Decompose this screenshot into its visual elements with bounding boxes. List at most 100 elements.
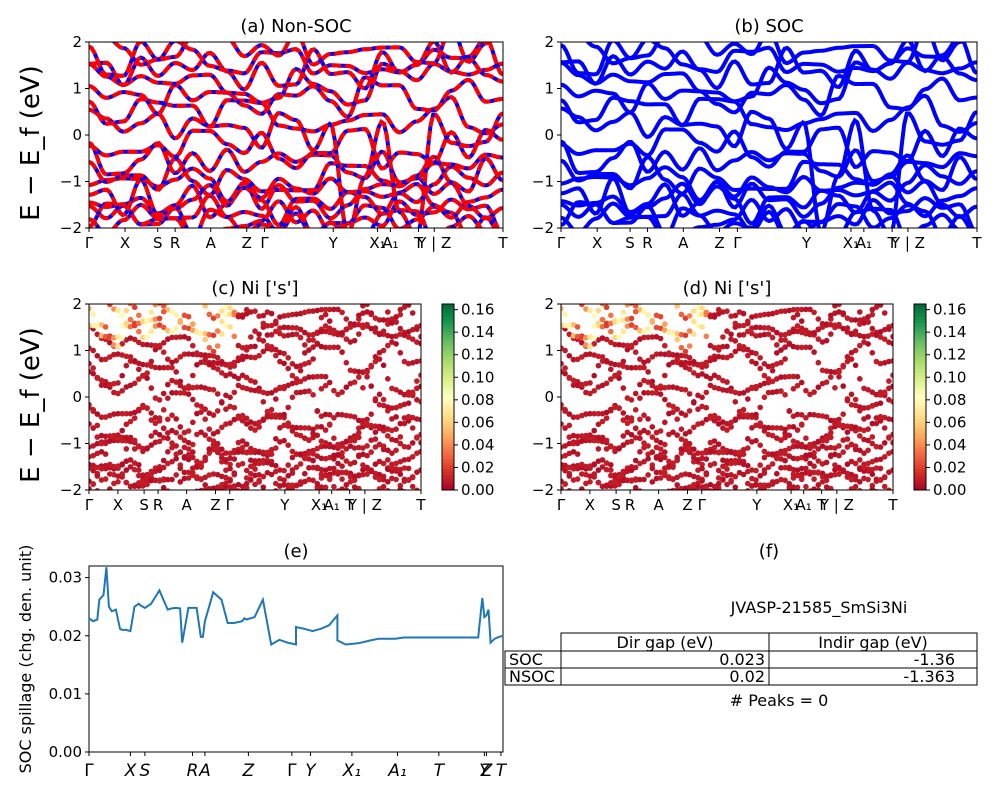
projection-dot	[297, 378, 304, 385]
projection-dot	[277, 439, 283, 445]
projection-dot	[811, 412, 817, 418]
projection-dot	[890, 340, 893, 347]
projection-dot	[815, 482, 822, 488]
projection-dot	[190, 321, 196, 327]
projection-dot	[840, 362, 846, 369]
projection-dot	[310, 392, 316, 398]
x-tick-label: X₁	[843, 234, 859, 252]
projection-dot	[385, 457, 391, 463]
projection-dot	[235, 375, 242, 382]
projection-dot	[678, 446, 685, 452]
projection-dot	[712, 491, 718, 497]
projection-dot	[678, 426, 685, 433]
projection-dot	[376, 317, 383, 323]
projection-dot	[632, 425, 639, 432]
projection-dot	[281, 482, 287, 488]
projection-dot	[385, 309, 391, 315]
projection-dot	[794, 306, 801, 313]
projection-dot	[393, 404, 399, 411]
projection-dot	[140, 372, 146, 379]
projection-dot	[695, 483, 701, 490]
projection-dot	[682, 315, 689, 322]
projection-dot	[236, 490, 242, 496]
projection-dot	[210, 387, 217, 393]
projection-dot	[343, 326, 350, 333]
projection-dot	[169, 308, 175, 315]
projection-dot	[239, 314, 246, 320]
projection-dot	[190, 469, 196, 476]
projection-dot	[210, 431, 217, 437]
projection-dot	[707, 415, 714, 421]
y-tick-label: −1	[60, 435, 82, 453]
projection-dot	[865, 333, 871, 339]
projection-dot	[98, 356, 105, 363]
projection-dot	[645, 472, 651, 478]
projection-dot	[794, 373, 801, 380]
projection-dot	[107, 334, 113, 340]
projection-dot	[790, 373, 797, 380]
projection-dot	[169, 364, 175, 371]
projection-dot	[778, 388, 784, 394]
projection-dot	[310, 308, 316, 314]
projection-dot	[202, 432, 208, 438]
projection-dot	[574, 382, 581, 389]
projection-dot	[790, 443, 797, 450]
projection-dot	[645, 494, 651, 500]
colorbar-segment	[914, 428, 926, 432]
projection-dot	[811, 309, 817, 316]
table-value: 0.023	[719, 650, 765, 669]
colorbar-segment	[442, 486, 454, 491]
projection-dot	[603, 460, 610, 466]
projection-dot	[637, 488, 643, 490]
projection-dot	[794, 440, 801, 446]
y-tick-label: 1	[544, 342, 554, 360]
projection-dot	[620, 385, 627, 391]
colorbar-segment	[914, 384, 926, 389]
projection-dot	[326, 344, 333, 351]
x-tick-label: Z	[242, 234, 252, 252]
projection-dot	[131, 322, 138, 329]
projection-dot	[252, 460, 258, 467]
projection-dot	[107, 486, 113, 490]
projection-dot	[645, 455, 651, 462]
projection-dot	[873, 457, 880, 463]
projection-dot	[393, 466, 399, 472]
projection-dot	[628, 342, 635, 349]
colorbar-segment	[442, 424, 454, 429]
projection-dot	[177, 424, 184, 430]
projection-dot	[401, 476, 408, 483]
projection-dot	[227, 305, 233, 311]
projection-dot	[239, 460, 246, 467]
projection-dot	[173, 443, 179, 449]
projection-dot	[861, 496, 867, 502]
projection-dot	[811, 486, 817, 490]
projection-dot	[185, 351, 192, 357]
projection-dot	[214, 440, 221, 447]
projection-dot	[686, 313, 693, 319]
projection-dot	[418, 431, 421, 438]
projection-dot	[774, 497, 780, 503]
projection-dot	[865, 341, 871, 347]
projection-dot	[343, 487, 350, 490]
projection-dot	[778, 450, 784, 457]
projection-dot	[347, 437, 354, 444]
projection-dot	[603, 409, 610, 416]
projection-dot	[401, 420, 408, 427]
projection-dot	[372, 461, 379, 468]
projection-dot	[753, 437, 759, 444]
projection-dot	[732, 484, 739, 490]
projection-dot	[289, 454, 296, 461]
colorbar-segment	[914, 421, 926, 426]
projection-dot	[649, 390, 656, 396]
projection-dot	[591, 388, 597, 394]
projection-dot	[418, 372, 421, 378]
projection-dot	[102, 451, 109, 457]
projection-dot	[857, 426, 863, 432]
projection-dot	[194, 474, 200, 480]
colorbar: 0.000.020.040.060.080.100.120.140.16	[913, 301, 966, 499]
projection-dot	[881, 360, 888, 366]
projection-dot	[628, 322, 635, 328]
projection-dot	[790, 484, 797, 490]
projection-dot	[368, 325, 375, 332]
